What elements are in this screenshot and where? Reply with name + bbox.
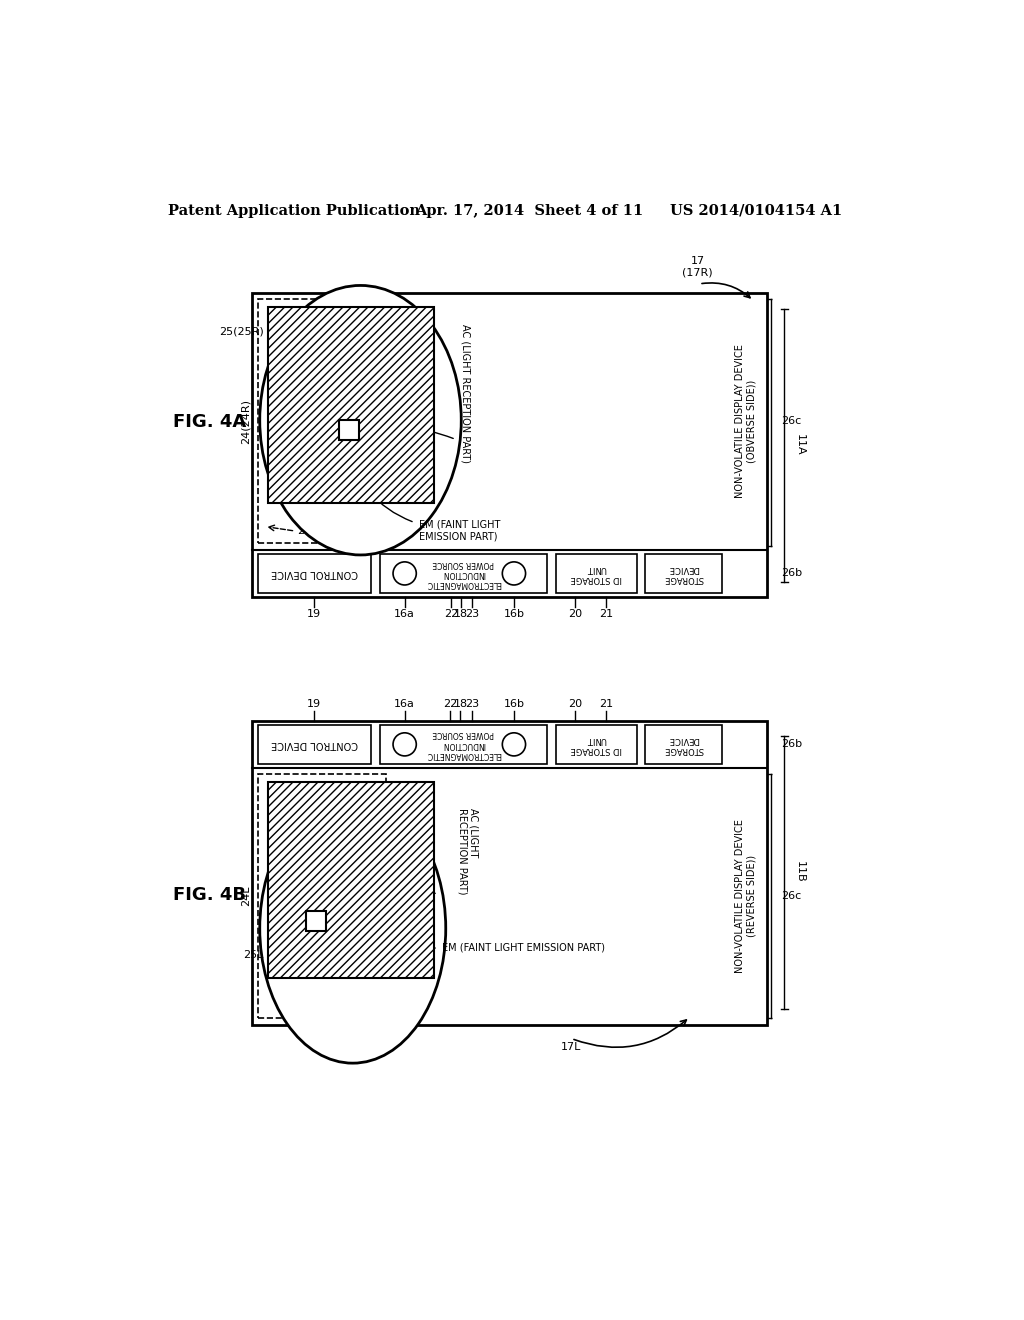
Bar (258, 300, 386, 544)
Bar (645, 554, 722, 593)
Bar (556, 725, 637, 763)
Text: 18: 18 (454, 610, 468, 619)
Bar (380, 725, 547, 763)
Text: 19: 19 (307, 610, 322, 619)
Text: 24L: 24L (241, 886, 251, 907)
Text: ELECTROMAGNETIC
INDUCTION
POWER SOURCE: ELECTROMAGNETIC INDUCTION POWER SOURCE (426, 558, 501, 589)
Text: ELECTROMAGNETIC
INDUCTION
POWER SOURCE: ELECTROMAGNETIC INDUCTION POWER SOURCE (426, 730, 501, 759)
Text: Patent Application Publication: Patent Application Publication (168, 203, 420, 218)
Text: 25L: 25L (244, 950, 263, 961)
Bar (556, 554, 637, 593)
Text: 26d: 26d (297, 791, 318, 801)
Text: 23: 23 (465, 698, 479, 709)
Text: 20: 20 (568, 698, 583, 709)
Text: 21: 21 (599, 610, 613, 619)
Bar (306, 911, 327, 931)
Bar (267, 308, 434, 503)
Text: 19: 19 (307, 698, 322, 709)
Bar (380, 554, 547, 593)
Text: ID STORAGE
UNIT: ID STORAGE UNIT (570, 735, 623, 754)
Text: EM (FAINT LIGHT
EMISSION PART): EM (FAINT LIGHT EMISSION PART) (419, 520, 500, 541)
Text: 26c: 26c (781, 891, 802, 902)
Text: 16b: 16b (504, 610, 524, 619)
Text: EM (FAINT LIGHT EMISSION PART): EM (FAINT LIGHT EMISSION PART) (442, 942, 605, 953)
Bar (252, 293, 767, 598)
Text: CONTROL DEVICE: CONTROL DEVICE (271, 569, 357, 578)
Text: 26b: 26b (781, 569, 803, 578)
Text: 24(24R): 24(24R) (241, 399, 251, 444)
Text: 21: 21 (599, 698, 613, 709)
Text: NON-VOLATILE DISPLAY DEVICE
(REVERSE SIDE)): NON-VOLATILE DISPLAY DEVICE (REVERSE SID… (735, 820, 757, 973)
Text: AC (LIGHT
RECEPTION PART): AC (LIGHT RECEPTION PART) (458, 808, 479, 895)
Text: 25(25R): 25(25R) (219, 326, 263, 337)
Circle shape (503, 733, 525, 756)
Text: CONTROL DEVICE: CONTROL DEVICE (271, 739, 357, 750)
Text: 22: 22 (443, 610, 458, 619)
Text: 16b: 16b (504, 698, 524, 709)
Bar (645, 725, 722, 763)
Text: 26b: 26b (781, 739, 803, 750)
Circle shape (393, 733, 417, 756)
Bar (252, 721, 767, 1024)
Text: DISPLAY INPUT: DISPLAY INPUT (263, 388, 272, 454)
Text: 20: 20 (568, 610, 583, 619)
Text: STORAGE
DEVICE: STORAGE DEVICE (664, 564, 703, 583)
Ellipse shape (260, 285, 461, 554)
Circle shape (393, 562, 417, 585)
Text: 18: 18 (454, 698, 468, 709)
Text: FIG. 4B: FIG. 4B (173, 886, 246, 904)
Bar (267, 781, 434, 978)
Text: 16a: 16a (394, 698, 415, 709)
Ellipse shape (260, 793, 445, 1063)
Text: FIG. 4A: FIG. 4A (173, 413, 246, 430)
Text: 26c: 26c (781, 416, 802, 426)
Text: 11B: 11B (796, 862, 805, 883)
Text: ID STORAGE
UNIT: ID STORAGE UNIT (570, 564, 623, 583)
Circle shape (503, 562, 525, 585)
Text: 23: 23 (466, 610, 479, 619)
Text: {KEY, PAD, etc.}: {KEY, PAD, etc.} (266, 785, 340, 795)
Bar (339, 420, 359, 441)
Text: 17
(17R): 17 (17R) (682, 256, 713, 277)
Text: 11A: 11A (796, 434, 805, 455)
Text: 17L: 17L (561, 1041, 582, 1052)
Text: NON-VOLATILE DISPLAY DEVICE
(OBVERSE SIDE)): NON-VOLATILE DISPLAY DEVICE (OBVERSE SID… (735, 345, 757, 498)
Bar (258, 725, 371, 763)
Text: 26d: 26d (297, 527, 318, 536)
Bar (258, 775, 386, 1019)
Text: 16a: 16a (394, 610, 415, 619)
Text: AC (LIGHT RECEPTION PART): AC (LIGHT RECEPTION PART) (460, 323, 470, 463)
Text: US 2014/0104154 A1: US 2014/0104154 A1 (671, 203, 843, 218)
Bar (258, 554, 371, 593)
Text: 22: 22 (443, 698, 458, 709)
Text: Apr. 17, 2014  Sheet 4 of 11: Apr. 17, 2014 Sheet 4 of 11 (415, 203, 643, 218)
Text: STORAGE
DEVICE: STORAGE DEVICE (664, 735, 703, 754)
